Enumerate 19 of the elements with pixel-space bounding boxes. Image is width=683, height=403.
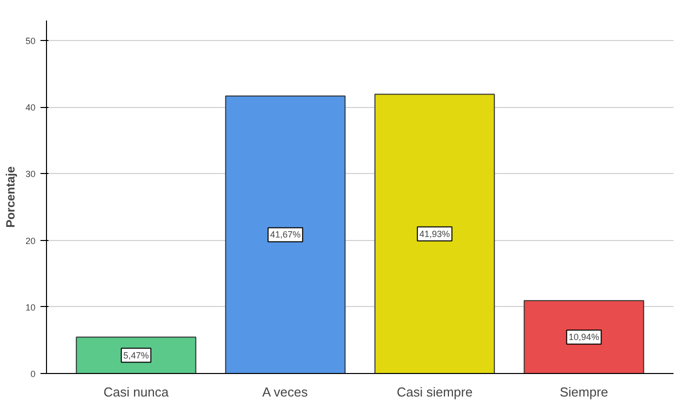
- bar: [374, 94, 495, 374]
- bar: [524, 300, 644, 374]
- y-tick-label: 0: [30, 369, 36, 379]
- y-tick-label: 40: [25, 102, 36, 113]
- y-tick-label: 50: [25, 36, 36, 46]
- bar: [225, 95, 346, 374]
- y-tick-label: 30: [25, 169, 36, 180]
- x-tick-label: Casi siempre: [396, 384, 473, 400]
- data-label: 41,93%: [419, 228, 450, 239]
- data-label: 41,67%: [270, 230, 301, 240]
- x-tick-label: Siempre: [560, 384, 608, 400]
- y-tick-label: 10: [25, 302, 36, 312]
- y-axis-title: Porcentaje: [3, 166, 18, 228]
- y-tick-label: 20: [25, 236, 36, 246]
- x-tick-label: Casi nunca: [104, 384, 170, 400]
- data-label: 5,47%: [123, 350, 149, 360]
- bar: [76, 336, 196, 374]
- data-label: 10,94%: [568, 332, 600, 342]
- x-tick-label: A veces: [262, 384, 308, 400]
